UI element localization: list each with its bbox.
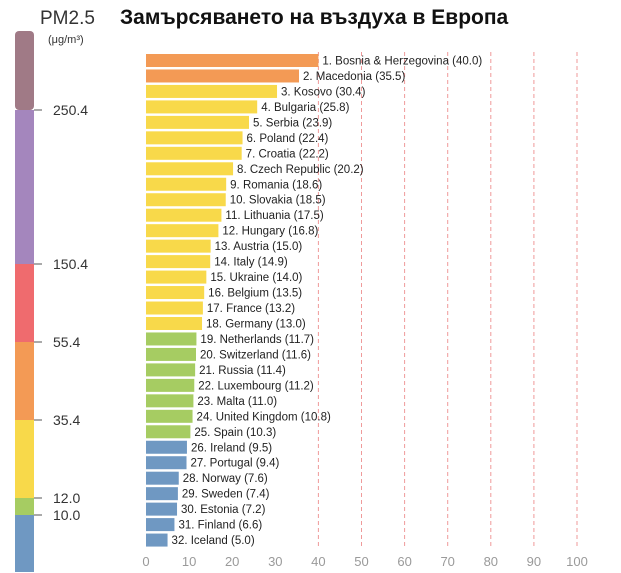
bar-label: 4. Bulgaria (25.8) xyxy=(261,102,349,114)
bar-label: 13. Austria (15.0) xyxy=(215,241,303,253)
bar-label: 24. United Kingdom (10.8) xyxy=(197,411,331,423)
bar xyxy=(146,224,219,238)
bar-label: 11. Lithuania (17.5) xyxy=(225,210,323,222)
bar-label: 10. Slovakia (18.5) xyxy=(230,195,326,207)
bar-label: 2. Macedonia (35.5) xyxy=(303,71,405,83)
bar xyxy=(146,100,258,114)
legend-threshold-label: 10.0 xyxy=(53,507,80,523)
bar-label: 12. Hungary (16.8) xyxy=(222,226,318,238)
x-tick-label: 40 xyxy=(311,554,325,569)
bar xyxy=(146,255,211,269)
bar xyxy=(146,394,194,408)
bar-label: 19. Netherlands (11.7) xyxy=(200,334,314,346)
bar-label: 20. Switzerland (11.6) xyxy=(200,349,311,361)
bar xyxy=(146,162,234,176)
bar xyxy=(146,518,175,532)
legend-unit: (μg/m³) xyxy=(48,34,84,46)
bar xyxy=(146,208,222,222)
x-tick-label: 60 xyxy=(397,554,411,569)
bar xyxy=(146,487,178,501)
bar xyxy=(146,301,203,315)
bar xyxy=(146,378,195,392)
bar-label: 27. Portugal (9.4) xyxy=(191,458,280,470)
bar xyxy=(146,84,278,98)
bar-label: 5. Serbia (23.9) xyxy=(253,117,332,129)
legend-threshold-label: 250.4 xyxy=(53,102,88,118)
x-tick-label: 100 xyxy=(566,554,588,569)
legend-band xyxy=(15,420,34,498)
bar-label: 6. Poland (22.4) xyxy=(247,133,329,145)
bar xyxy=(146,177,227,191)
bar-label: 7. Croatia (22.2) xyxy=(246,148,329,160)
x-tick-label: 30 xyxy=(268,554,282,569)
legend-title: PM2.5 xyxy=(40,8,95,29)
bar-label: 29. Sweden (7.4) xyxy=(182,489,270,501)
bar xyxy=(146,409,193,423)
bar-label: 15. Ukraine (14.0) xyxy=(210,272,302,284)
bar xyxy=(146,332,197,346)
bar-label: 31. Finland (6.6) xyxy=(178,520,262,532)
legend-band xyxy=(15,31,34,110)
legend-band xyxy=(15,515,34,572)
bar xyxy=(146,146,242,160)
bar xyxy=(146,347,196,361)
bar-label: 32. Iceland (5.0) xyxy=(172,535,255,547)
bar-label: 1. Bosnia & Herzegovina (40.0) xyxy=(322,56,482,68)
bar xyxy=(146,239,211,253)
bar xyxy=(146,471,179,485)
bar-label: 26. Ireland (9.5) xyxy=(191,442,272,454)
bar xyxy=(146,502,178,516)
x-tick-label: 90 xyxy=(527,554,541,569)
legend-threshold-label: 55.4 xyxy=(53,334,80,350)
bar-label: 25. Spain (10.3) xyxy=(194,427,276,439)
bar-label: 17. France (13.2) xyxy=(207,303,295,315)
legend-threshold-label: 35.4 xyxy=(53,412,80,428)
chart-title: Замърсяването на въздуха в Европа xyxy=(120,6,509,29)
bar xyxy=(146,456,187,470)
x-tick-label: 70 xyxy=(440,554,454,569)
bar xyxy=(146,131,243,145)
bar-label: 14. Italy (14.9) xyxy=(214,257,288,269)
legend-band xyxy=(15,110,34,264)
legend-band xyxy=(15,264,34,342)
bar-label: 21. Russia (11.4) xyxy=(199,365,286,377)
bar-label: 18. Germany (13.0) xyxy=(206,318,306,330)
bar xyxy=(146,533,168,547)
bar-label: 16. Belgium (13.5) xyxy=(208,288,302,300)
bar-label: 23. Malta (11.0) xyxy=(197,396,277,408)
legend-threshold-label: 12.0 xyxy=(53,490,80,506)
bar xyxy=(146,316,203,330)
bar xyxy=(146,270,207,284)
bar xyxy=(146,363,196,377)
x-tick-label: 80 xyxy=(484,554,498,569)
bar-label: 3. Kosovo (30.4) xyxy=(281,86,366,98)
bar-label: 22. Luxembourg (11.2) xyxy=(198,380,314,392)
x-tick-label: 0 xyxy=(142,554,149,569)
bar xyxy=(146,54,319,67)
x-tick-label: 20 xyxy=(225,554,239,569)
legend-threshold-label: 150.4 xyxy=(53,256,88,272)
bar xyxy=(146,425,191,439)
legend-band xyxy=(15,342,34,420)
bar xyxy=(146,69,300,83)
bar xyxy=(146,440,187,454)
bar xyxy=(146,193,226,207)
bar-label: 9. Romania (18.6) xyxy=(230,179,322,191)
bar-label: 8. Czech Republic (20.2) xyxy=(237,164,364,176)
bar xyxy=(146,115,250,129)
x-tick-label: 50 xyxy=(354,554,368,569)
bar-label: 28. Norway (7.6) xyxy=(183,473,268,485)
x-tick-label: 10 xyxy=(182,554,196,569)
bar xyxy=(146,286,205,300)
bar-label: 30. Estonia (7.2) xyxy=(181,504,266,516)
legend-band xyxy=(15,498,34,515)
